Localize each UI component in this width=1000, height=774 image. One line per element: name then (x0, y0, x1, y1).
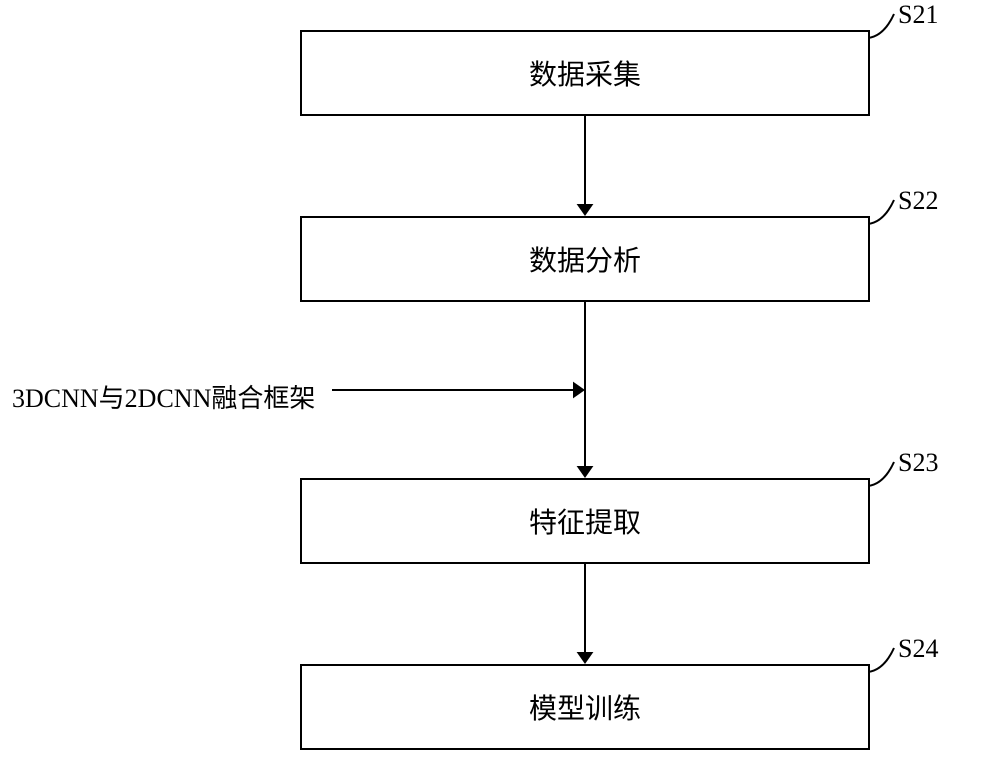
flow-node-label: 特征提取 (529, 501, 641, 541)
flow-node-n1: 数据采集 (300, 30, 870, 116)
step-label-s21: S21 (898, 0, 938, 30)
step-label-s23: S23 (898, 448, 938, 478)
flow-node-label: 模型训练 (529, 687, 641, 727)
step-label-s22: S22 (898, 186, 938, 216)
flow-node-n2: 数据分析 (300, 216, 870, 302)
flow-node-n3: 特征提取 (300, 478, 870, 564)
flow-node-label: 数据采集 (529, 53, 641, 93)
step-label-s24: S24 (898, 634, 938, 664)
flowchart-canvas: 数据采集 S21 数据分析 S22 特征提取 S23 模型训练 S24 3DCNN与2DCNN融… (0, 0, 1000, 774)
flow-node-n4: 模型训练 (300, 664, 870, 750)
flow-node-label: 数据分析 (529, 239, 641, 279)
side-annotation: 3DCNN与2DCNN融合框架 (12, 378, 315, 415)
